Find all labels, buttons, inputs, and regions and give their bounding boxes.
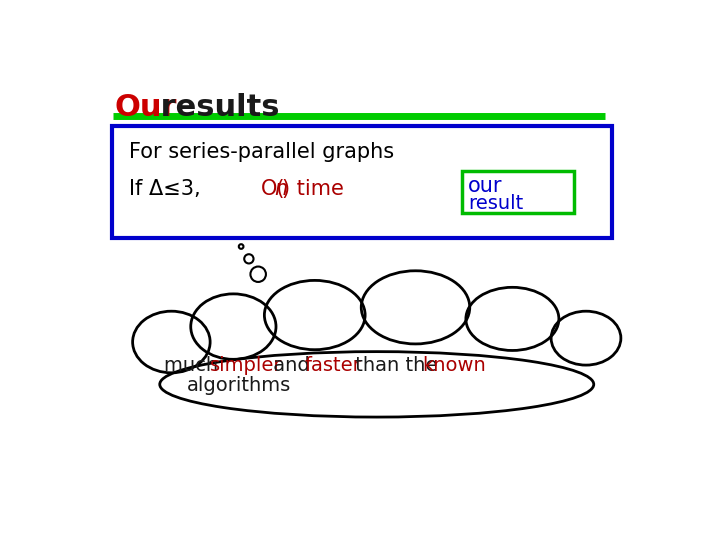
Text: much: much xyxy=(163,356,224,375)
Ellipse shape xyxy=(551,311,621,365)
Text: Our: Our xyxy=(114,92,177,122)
Text: and: and xyxy=(266,356,315,375)
Text: known: known xyxy=(422,356,486,375)
Ellipse shape xyxy=(361,271,469,344)
Ellipse shape xyxy=(132,311,210,373)
Text: faster: faster xyxy=(305,356,361,375)
Text: result: result xyxy=(468,194,523,213)
Text: results: results xyxy=(150,92,280,122)
Text: If Δ≤3,: If Δ≤3, xyxy=(129,179,200,199)
Text: For series-parallel graphs: For series-parallel graphs xyxy=(129,142,394,162)
Text: simpler: simpler xyxy=(210,356,283,375)
Text: our: our xyxy=(468,176,503,195)
Text: ) time: ) time xyxy=(282,179,344,199)
Ellipse shape xyxy=(264,280,365,350)
Text: n: n xyxy=(274,179,288,199)
Text: O(: O( xyxy=(261,179,285,199)
Bar xyxy=(462,171,575,213)
Text: than the: than the xyxy=(348,356,444,375)
Ellipse shape xyxy=(191,294,276,359)
Ellipse shape xyxy=(160,352,594,417)
Bar xyxy=(112,126,611,238)
Ellipse shape xyxy=(466,287,559,350)
Text: algorithms: algorithms xyxy=(187,376,291,395)
